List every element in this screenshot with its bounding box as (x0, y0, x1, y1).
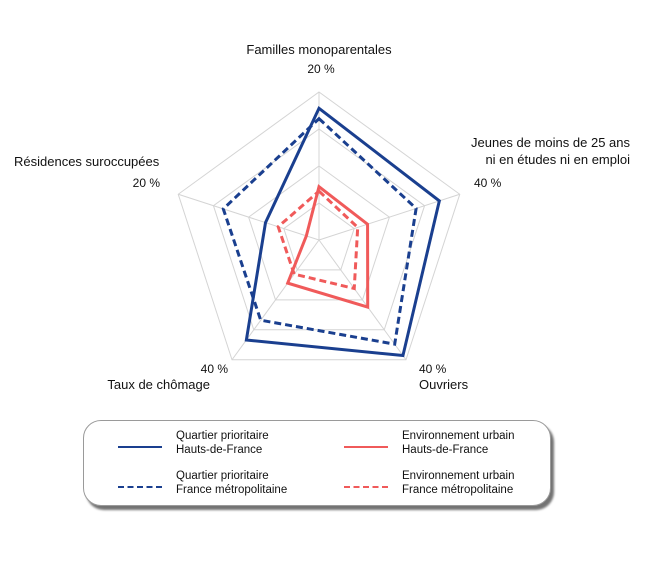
axis-label-line: ni en études ni en emploi (485, 152, 630, 167)
series-polygon-4 (276, 189, 360, 291)
legend-label-line: Quartier prioritaire (176, 430, 269, 442)
legend-label: Quartier prioritaire Hauts-de-France (176, 429, 269, 457)
legend-label: Quartier prioritaire France métropolitai… (176, 469, 287, 497)
axis-spoke (318, 193, 460, 241)
legend-label-line: Environnement urbain (402, 470, 515, 482)
axis-max-jeunes: 40 % (474, 176, 502, 190)
axis-label-jeunes-neet: Jeunes de moins de 25 ans ni en études n… (420, 134, 630, 168)
legend-item-eu-france: Environnement urbain France métropolitai… (310, 469, 520, 503)
axis-spoke (318, 239, 407, 361)
legend-label-line: France métropolitaine (176, 484, 288, 496)
legend-item-eu-hdf: Environnement urbain Hauts-de-France (310, 429, 520, 463)
legend-label-line: France métropolitaine (402, 484, 514, 496)
axis-label-line: Taux de chômage (107, 377, 210, 392)
grid-ring (283, 202, 355, 271)
radar-series (221, 105, 442, 358)
chart-legend: Quartier prioritaire Hauts-de-France Qua… (83, 420, 551, 506)
axis-label-taux-chomage: Taux de chômage (60, 376, 210, 393)
legend-swatch-solid-red (344, 446, 388, 448)
legend-item-qp-hdf: Quartier prioritaire Hauts-de-France (84, 429, 294, 463)
grid-ring (177, 91, 461, 361)
axis-max-residences: 20 % (132, 176, 160, 190)
legend-swatch-dashed-red (344, 486, 388, 488)
grid-ring (248, 165, 390, 301)
legend-label: Environnement urbain Hauts-de-France (402, 429, 515, 457)
series-polygon-2 (221, 116, 418, 346)
legend-label: Environnement urbain France métropolitai… (402, 469, 515, 497)
axis-max-familles: 20 % (307, 62, 335, 76)
legend-swatch-dashed-blue (118, 486, 162, 488)
axis-label-line: Résidences suroccupées (14, 154, 160, 169)
legend-label-line: Hauts-de-France (402, 444, 489, 456)
axis-label-line: Jeunes de moins de 25 ans (471, 135, 630, 150)
axis-label-line: Ouvriers (419, 377, 469, 392)
legend-item-qp-france: Quartier prioritaire France métropolitai… (84, 469, 294, 503)
legend-label-line: Hauts-de-France (176, 444, 263, 456)
legend-label-line: Quartier prioritaire (176, 470, 269, 482)
legend-swatch-solid-blue (118, 446, 162, 448)
axis-label-line: Familles monoparentales (246, 42, 392, 57)
axis-max-ouvriers: 40 % (419, 362, 447, 376)
axis-label-ouvriers: Ouvriers (419, 376, 468, 393)
series-polygon-3 (285, 184, 370, 310)
axis-label-familles-monoparentales: Familles monoparentales (219, 41, 419, 58)
axis-max-chomage: 40 % (200, 362, 228, 376)
axis-label-residences-suroccupees: Résidences suroccupées (14, 153, 159, 170)
radar-grid (177, 91, 461, 361)
series-polygon-1 (244, 105, 442, 358)
axis-spoke (178, 193, 320, 241)
legend-label-line: Environnement urbain (402, 430, 515, 442)
